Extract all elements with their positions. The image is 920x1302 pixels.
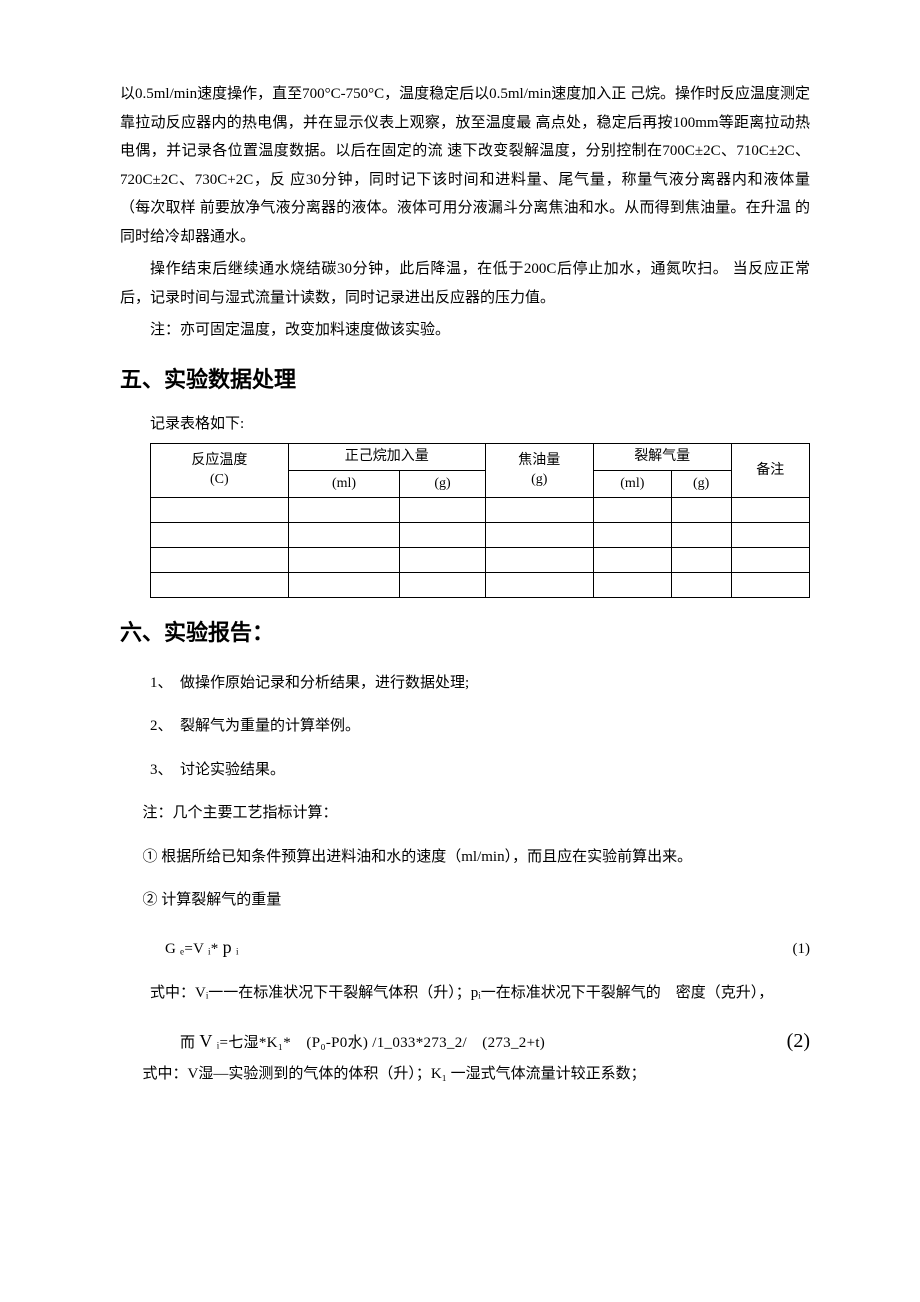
list-item-1: 1、 做操作原始记录和分析结果，进行数据处理; <box>150 669 810 698</box>
paragraph-3-note: 注：亦可固定温度，改变加料速度做该实验。 <box>120 316 810 345</box>
th-remark: 备注 <box>731 443 809 497</box>
th-temp-top: 反应温度 <box>191 453 247 468</box>
calc-item-1: ① 根据所给已知条件预算出进料油和水的速度（ml/min），而且应在实验前算出来… <box>143 843 811 872</box>
th-gas-g: (g) <box>671 470 731 497</box>
calc-item-2-title: ② 计算裂解气的重量 <box>143 886 811 915</box>
table-row <box>151 572 810 597</box>
th-hexane-g: (g) <box>400 470 485 497</box>
formula-2-desc: 式中：V湿—实验测到的气体的体积（升）；K₁ 一湿式气体流量计较正系数； <box>143 1060 811 1089</box>
formula-2-body: ᵢ=七湿*K₁* (P₀-P0水) /1_033*273_2/ (273_2+t… <box>213 1035 545 1051</box>
th-temp-bot: (C) <box>210 472 229 487</box>
table-row <box>151 547 810 572</box>
th-tar: 焦油量 (g) <box>485 443 593 497</box>
th-hexane: 正己烷加入量 <box>288 443 485 470</box>
formula-1-sub: ᵢ <box>232 941 239 957</box>
th-gas-ml: (ml) <box>593 470 671 497</box>
th-tar-top: 焦油量 <box>518 453 560 468</box>
paragraph-1: 以0.5ml/min速度操作，直至700°C-750°C，温度稳定后以0.5ml… <box>120 80 810 251</box>
list-item-2: 2、 裂解气为重量的计算举例。 <box>150 712 810 741</box>
th-gas: 裂解气量 <box>593 443 731 470</box>
table-row <box>151 522 810 547</box>
formula-2-V: V <box>199 1031 212 1051</box>
formula-2-prefix: 而 <box>180 1035 199 1051</box>
table-header-row-1: 反应温度 (C) 正己烷加入量 焦油量 (g) 裂解气量 备注 <box>151 443 810 470</box>
formula-1-p: p <box>223 937 232 957</box>
formula-2-number: (2) <box>750 1022 810 1060</box>
formula-2: 而 V ᵢ=七湿*K₁* (P₀-P0水) /1_033*273_2/ (273… <box>180 1022 810 1060</box>
data-table: 反应温度 (C) 正己烷加入量 焦油量 (g) 裂解气量 备注 (ml) (g)… <box>150 443 810 598</box>
table-row <box>151 497 810 522</box>
th-hexane-ml: (ml) <box>288 470 400 497</box>
table-intro: 记录表格如下: <box>120 410 810 439</box>
section-6-heading: 六、实验报告： <box>120 612 810 654</box>
paragraph-2: 操作结束后继续通水烧结碳30分钟，此后降温，在低于200C后停止加水，通氮吹扫。… <box>120 255 810 312</box>
section-5-heading: 五、实验数据处理 <box>120 359 810 401</box>
formula-1-number: (1) <box>750 935 810 964</box>
formula-1-desc: 式中：Vᵢ一一在标准状况下干裂解气体积（升）；pᵢ一在标准状况下干裂解气的 密度… <box>150 979 810 1008</box>
formula-1-text: G ₑ=V ᵢ* <box>165 941 223 957</box>
th-temp: 反应温度 (C) <box>151 443 289 497</box>
note-main-calc: 注：几个主要工艺指标计算： <box>143 799 811 828</box>
formula-1: G ₑ=V ᵢ* p ᵢ (1) <box>165 930 810 964</box>
list-item-3: 3、 讨论实验结果。 <box>150 756 810 785</box>
th-tar-bot: (g) <box>531 472 547 487</box>
